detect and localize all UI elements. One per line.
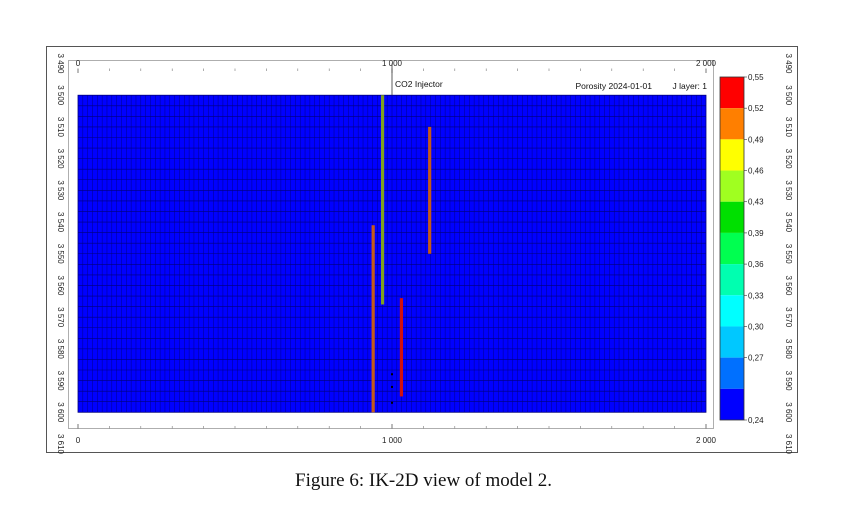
y-tick-label-left: 3 510 [56, 117, 65, 138]
well-marker [391, 385, 393, 388]
colorbar-label: 0,33 [748, 291, 764, 300]
y-tick-label-right: 3 490 [784, 53, 793, 74]
well-trace [399, 298, 404, 397]
colorbar-segment [720, 295, 744, 327]
figure-caption: Figure 6: IK-2D view of model 2. [295, 470, 552, 491]
well-marker [391, 401, 393, 404]
colorbar-segment [720, 264, 744, 296]
y-tick-label-left: 3 580 [56, 339, 65, 360]
well-trace [428, 126, 432, 254]
colorbar-label: 0,52 [748, 104, 764, 113]
plot-frame [68, 60, 714, 429]
y-tick-label-left: 3 540 [56, 212, 65, 233]
y-tick-label-left: 3 550 [56, 244, 65, 265]
y-tick-label-right: 3 580 [784, 339, 793, 360]
porosity-grid [77, 94, 707, 413]
y-tick-label-right: 3 540 [784, 212, 793, 233]
y-tick-label-left: 3 600 [56, 402, 65, 423]
colorbar-label: 0,43 [748, 198, 764, 207]
x-axis-bottom: 0 1 000 2 000 [76, 424, 717, 445]
colorbar-label: 0,39 [748, 229, 764, 238]
y-tick-label-left: 3 570 [56, 307, 65, 328]
colorbar-segment [720, 357, 744, 389]
colorbar-border [719, 76, 745, 421]
colorbar-segment [720, 232, 744, 265]
colorbar-label: 0,24 [748, 416, 764, 425]
well-marker [391, 373, 393, 376]
injector-label: CO2 Injector [395, 79, 443, 89]
y-tick-label-right: 3 550 [784, 244, 793, 265]
well-traces [371, 95, 432, 413]
y-tick-label-right: 3 500 [784, 85, 793, 106]
x-tick-label-bottom: 1 000 [382, 436, 403, 445]
x-tick-label-bottom: 2 000 [696, 436, 717, 445]
colorbar-segment [720, 170, 744, 202]
colorbar-label: 0,36 [748, 260, 764, 269]
y-tick-label-right: 3 520 [784, 149, 793, 170]
y-tick-label-right: 3 590 [784, 371, 793, 392]
colorbar-segment [720, 139, 744, 171]
colorbar-label: 0,49 [748, 135, 764, 144]
y-axis-left: 3 490 3 500 3 510 3 520 3 530 3 540 3 550 3 560… [56, 53, 65, 454]
colorbar-segment [720, 326, 744, 358]
chart-title: Porosity 2024-01-01 [575, 81, 652, 91]
y-tick-label-right: 3 570 [784, 307, 793, 328]
y-tick-label-left: 3 520 [56, 149, 65, 170]
y-tick-label-right: 3 530 [784, 180, 793, 201]
x-tick-label-top: 2 000 [696, 59, 717, 68]
colorbar-label: 0,27 [748, 354, 764, 363]
well-trace [371, 225, 375, 413]
y-tick-label-left: 3 530 [56, 180, 65, 201]
colorbar-segment [720, 201, 744, 233]
colorbar-segment [720, 108, 744, 140]
x-tick-label-top: 0 [76, 59, 81, 68]
y-tick-label-left: 3 590 [56, 371, 65, 392]
grid-row-lines [78, 105, 706, 403]
colorbar-segment [720, 388, 744, 420]
well-trace [380, 95, 385, 305]
y-axis-right: 3 490 3 500 3 510 3 520 3 530 3 540 3 550 3 560… [784, 53, 793, 454]
x-tick-label-bottom: 0 [76, 436, 81, 445]
colorbar-segment [720, 77, 744, 109]
annotations: CO2 Injector [391, 63, 443, 96]
y-tick-label-left: 3 490 [56, 53, 65, 74]
colorbar-label: 0,55 [748, 73, 764, 82]
y-tick-label-right: 3 510 [784, 117, 793, 138]
layer-label: J layer: 1 [673, 81, 708, 91]
colorbar-label: 0,46 [748, 167, 764, 176]
y-tick-label-right: 3 560 [784, 275, 793, 296]
colorbar-legend: 0,55 0,52 0,49 0,46 0,43 0,39 0,36 0,33 0,30 0,27… [719, 73, 764, 425]
y-tick-label-left: 3 500 [56, 85, 65, 106]
colorbar-label: 0,30 [748, 322, 764, 331]
y-tick-label-left: 3 560 [56, 275, 65, 296]
y-tick-label-right: 3 600 [784, 402, 793, 423]
y-tick-label-left: 3 610 [56, 434, 65, 455]
y-tick-label-right: 3 610 [784, 434, 793, 455]
